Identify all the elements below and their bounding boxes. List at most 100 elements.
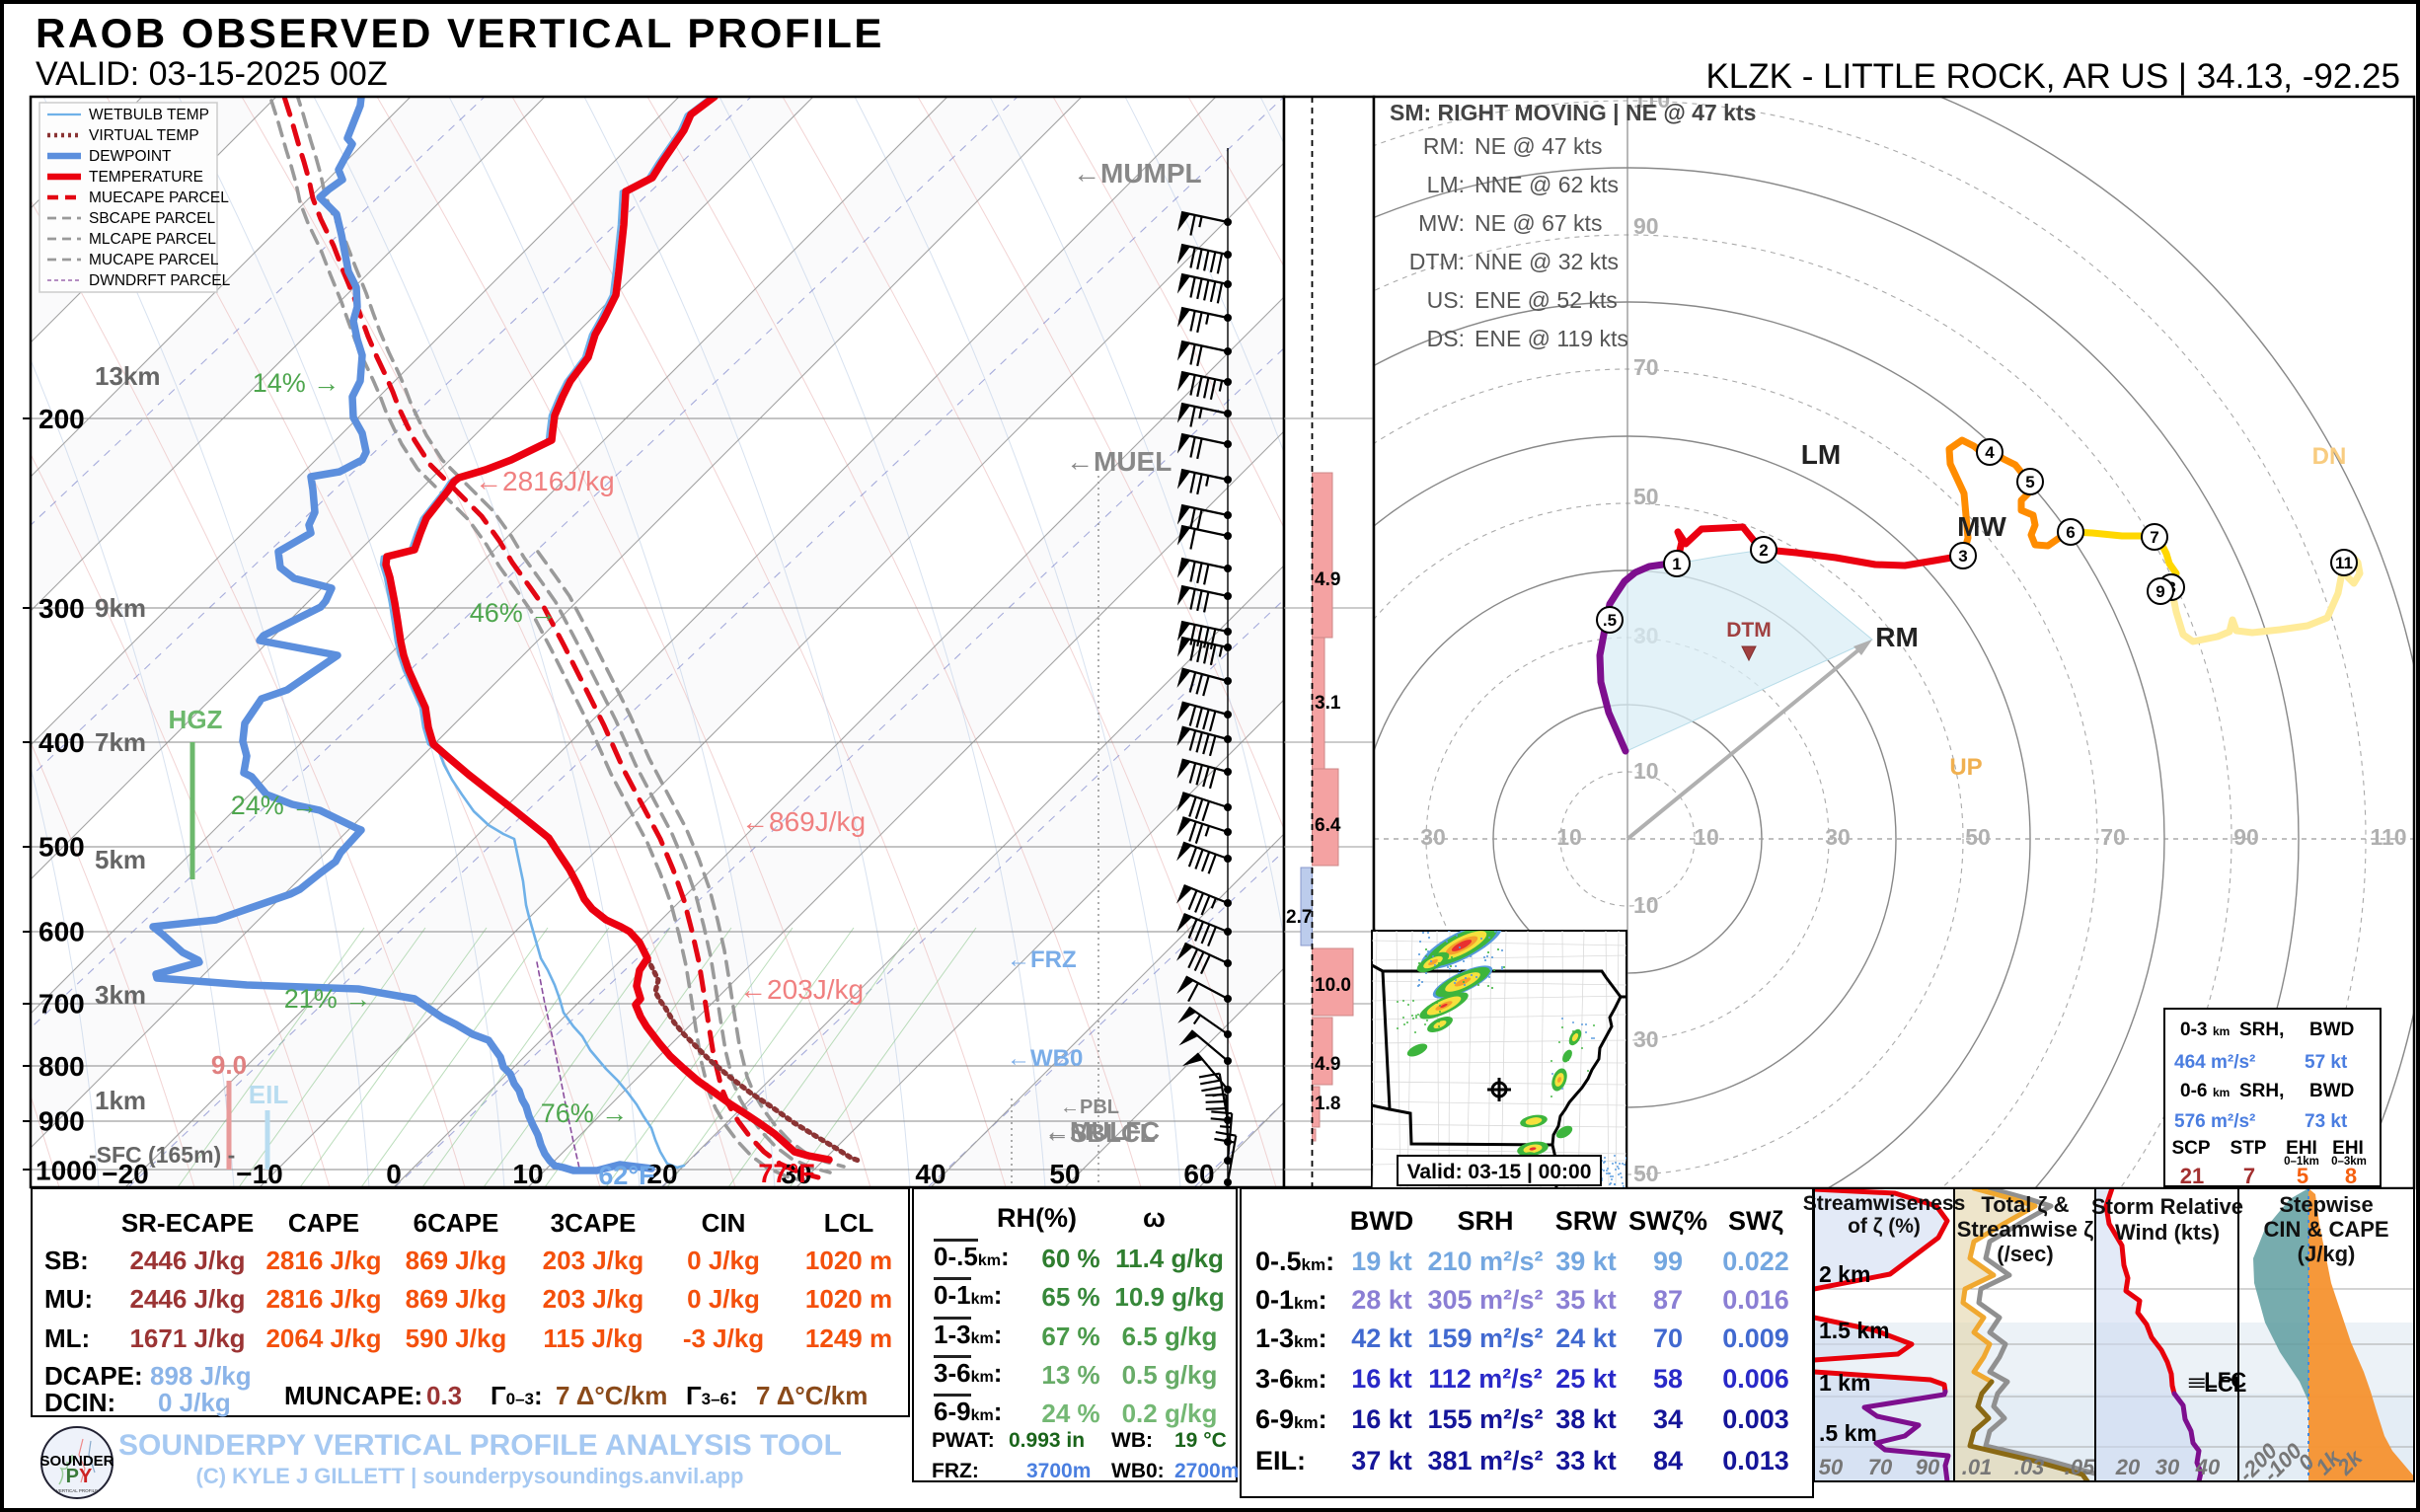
svg-text:←869J/kg: ←869J/kg <box>741 806 866 837</box>
svg-text:30: 30 <box>1825 824 1851 850</box>
svg-text:Stepwise: Stepwise <box>2279 1192 2373 1217</box>
svg-text:UP: UP <box>1949 754 1982 781</box>
svg-text:TEMPERATURE: TEMPERATURE <box>89 169 203 186</box>
svg-text:←FRZ: ←FRZ <box>1007 946 1077 973</box>
svg-text:1.5 km: 1.5 km <box>1819 1318 1890 1343</box>
svg-text:110: 110 <box>1633 87 1670 113</box>
svg-text:0: 0 <box>386 1159 402 1189</box>
svg-text:═LFC: ═LFC <box>2188 1368 2246 1393</box>
svg-text:WETBULB TEMP: WETBULB TEMP <box>89 107 209 123</box>
svg-text:40: 40 <box>915 1159 945 1189</box>
svg-text:50: 50 <box>1819 1455 1844 1479</box>
svg-text:5km: 5km <box>95 845 146 874</box>
svg-text:5: 5 <box>2025 473 2034 491</box>
svg-text:76% →: 76% → <box>541 1098 629 1128</box>
svg-text:30: 30 <box>1420 824 1446 850</box>
svg-text:10.0: 10.0 <box>1315 975 1351 996</box>
svg-text:NNE @ 32 kts: NNE @ 32 kts <box>1475 249 1619 274</box>
svg-text:←MULFC: ←MULFC <box>1044 1116 1160 1146</box>
svg-text:-SFC (165m) -: -SFC (165m) - <box>89 1142 235 1168</box>
svg-text:←MUMPL: ←MUMPL <box>1073 158 1202 189</box>
svg-text:DTM: DTM <box>1726 619 1772 642</box>
svg-text:EHI: EHI <box>2286 1138 2317 1159</box>
svg-text:110: 110 <box>2370 824 2406 850</box>
svg-text:600: 600 <box>38 917 85 947</box>
svg-text:30: 30 <box>781 1159 811 1189</box>
svg-text:DS:: DS: <box>1427 326 1465 351</box>
svg-text:Wind (kts): Wind (kts) <box>2115 1220 2220 1245</box>
svg-text:77°F: 77°F <box>758 1159 814 1188</box>
svg-text:MUECAPE PARCEL: MUECAPE PARCEL <box>89 189 229 206</box>
svg-text:10: 10 <box>1556 824 1582 850</box>
svg-text:EIL: EIL <box>249 1080 289 1109</box>
svg-text:4: 4 <box>1985 443 1995 462</box>
svg-text:LM: LM <box>1801 439 1841 470</box>
svg-text:70: 70 <box>2100 824 2126 850</box>
svg-text:VIRTUAL TEMP: VIRTUAL TEMP <box>89 127 199 144</box>
svg-text:30: 30 <box>1633 1026 1659 1052</box>
svg-text:SOUNDER: SOUNDER <box>39 1453 113 1470</box>
svg-text:10: 10 <box>512 1159 543 1189</box>
svg-text:0–1km: 0–1km <box>2284 1156 2319 1168</box>
svg-text:6: 6 <box>2066 523 2075 542</box>
svg-text:46% →: 46% → <box>470 598 558 628</box>
svg-text:RM:: RM: <box>1423 133 1465 159</box>
svg-text:20: 20 <box>2115 1455 2141 1479</box>
svg-text:of ζ (%): of ζ (%) <box>1848 1215 1921 1238</box>
svg-text:←WB0: ←WB0 <box>1007 1045 1083 1072</box>
svg-text:DN: DN <box>2312 443 2347 470</box>
svg-text:50: 50 <box>1049 1159 1080 1189</box>
svg-text:0-3: 0-3 <box>2180 1020 2207 1040</box>
svg-text:4.9: 4.9 <box>1315 569 1340 590</box>
svg-text:RM: RM <box>1875 622 1919 652</box>
svg-text:13km: 13km <box>95 361 161 391</box>
svg-text:7: 7 <box>2243 1164 2255 1188</box>
svg-text:MLCAPE PARCEL: MLCAPE PARCEL <box>89 231 216 248</box>
svg-text:2.7: 2.7 <box>1286 907 1312 928</box>
svg-text:700: 700 <box>38 989 85 1020</box>
svg-text:1000: 1000 <box>36 1155 97 1185</box>
svg-text:21% →: 21% → <box>284 984 372 1014</box>
svg-text:Storm Relative: Storm Relative <box>2091 1194 2243 1219</box>
svg-text:24% →: 24% → <box>231 791 319 820</box>
svg-text:SRH,: SRH, <box>2239 1020 2284 1040</box>
svg-text:3km: 3km <box>95 980 146 1010</box>
svg-text:ENE @ 52 kts: ENE @ 52 kts <box>1475 287 1618 313</box>
svg-text:0-6: 0-6 <box>2180 1081 2207 1101</box>
svg-text:←SBLCL: ←SBLCL <box>1044 1118 1156 1148</box>
svg-text:km: km <box>2213 1086 2230 1099</box>
svg-text:3.1: 3.1 <box>1315 693 1341 714</box>
svg-text:464 m²/s²: 464 m²/s² <box>2174 1052 2255 1073</box>
svg-text:.5 km: .5 km <box>1819 1420 1877 1446</box>
svg-text:90: 90 <box>1916 1455 1940 1479</box>
svg-text:Total ζ &: Total ζ & <box>1981 1192 2069 1217</box>
svg-text:DTM:: DTM: <box>1409 249 1465 274</box>
svg-text:SRH,: SRH, <box>2239 1081 2284 1101</box>
svg-text:MUCAPE PARCEL: MUCAPE PARCEL <box>89 252 219 268</box>
svg-text:BWD: BWD <box>2309 1081 2354 1101</box>
svg-text:←2816J/kg: ←2816J/kg <box>475 466 615 496</box>
svg-text:MW: MW <box>1957 511 2006 542</box>
svg-text:800: 800 <box>38 1051 85 1082</box>
svg-text:km: km <box>2213 1024 2230 1038</box>
svg-text:VERTICAL PROFILE: VERTICAL PROFILE <box>56 1488 98 1493</box>
svg-text:−10: −10 <box>236 1159 283 1189</box>
svg-text:70: 70 <box>1633 354 1659 380</box>
svg-text:US:: US: <box>1427 287 1465 313</box>
svg-text:ENE @ 119 kts: ENE @ 119 kts <box>1475 326 1628 351</box>
svg-text:9.0: 9.0 <box>211 1050 247 1080</box>
svg-text:6.4: 6.4 <box>1315 815 1341 836</box>
svg-text:SCP: SCP <box>2171 1138 2210 1159</box>
svg-text:50: 50 <box>1633 484 1659 509</box>
svg-text:2: 2 <box>1759 541 1768 560</box>
svg-text:14% →: 14% → <box>253 368 340 398</box>
svg-text:60: 60 <box>1183 1159 1214 1189</box>
svg-text:←MUEL: ←MUEL <box>1066 446 1172 477</box>
svg-text:9: 9 <box>2155 582 2164 601</box>
svg-text:900: 900 <box>38 1106 85 1137</box>
svg-text:BWD: BWD <box>2309 1020 2354 1040</box>
svg-text:PY: PY <box>66 1466 93 1487</box>
svg-text:0–3km: 0–3km <box>2331 1156 2367 1168</box>
svg-text:SM: RIGHT MOVING | NE @ 47 kts: SM: RIGHT MOVING | NE @ 47 kts <box>1390 100 1756 125</box>
svg-text:NE @ 67 kts: NE @ 67 kts <box>1475 210 1602 236</box>
